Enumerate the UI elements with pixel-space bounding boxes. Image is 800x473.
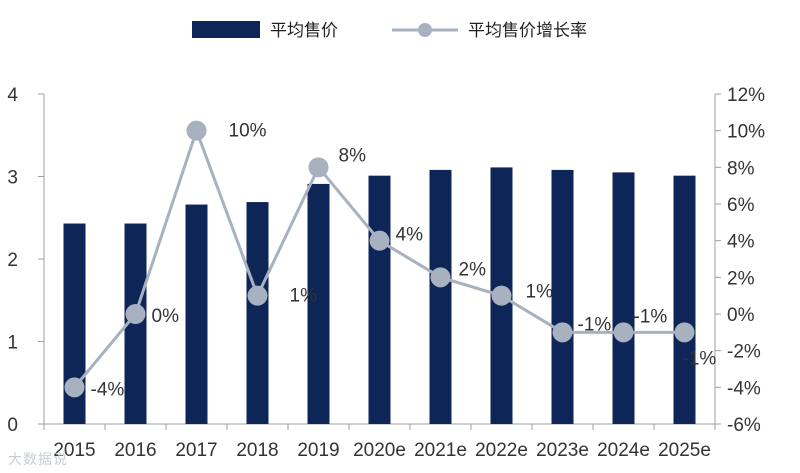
growth-point bbox=[186, 120, 207, 141]
x-tick-label: 2016 bbox=[114, 440, 156, 461]
x-tick-label: 2020e bbox=[353, 440, 406, 461]
bar bbox=[185, 204, 208, 424]
x-tick-label: 2018 bbox=[236, 440, 278, 461]
bar bbox=[307, 183, 330, 424]
legend: 平均售价 平均售价增长率 bbox=[192, 21, 587, 41]
growth-point bbox=[552, 322, 573, 343]
data-label: -4% bbox=[91, 379, 125, 400]
y-right-tick-label: 8% bbox=[727, 158, 755, 179]
growth-point bbox=[430, 267, 451, 288]
data-label: 0% bbox=[152, 306, 180, 327]
growth-point bbox=[369, 230, 390, 251]
y-left-tick-label: 3 bbox=[7, 168, 18, 189]
bar bbox=[246, 202, 269, 424]
y-left-tick-label: 1 bbox=[7, 333, 18, 354]
y-right-tick-label: -4% bbox=[727, 378, 761, 399]
growth-point bbox=[613, 322, 634, 343]
y-right-tick-label: 10% bbox=[727, 122, 765, 143]
bar bbox=[673, 175, 696, 424]
growth-point bbox=[247, 285, 268, 306]
data-labels: -4% 0% 10% 1% 8% 4% 2% 1% -1% -1% -1% bbox=[91, 121, 717, 401]
y-right-tick-label: -6% bbox=[727, 415, 761, 436]
bars bbox=[63, 167, 696, 425]
data-label: 2% bbox=[459, 259, 487, 280]
y-left-tick-label: 4 bbox=[7, 85, 18, 106]
bar bbox=[612, 172, 635, 424]
y-right-tick-label: 2% bbox=[727, 268, 755, 289]
watermark: 大数据说 bbox=[8, 452, 68, 468]
growth-point bbox=[491, 285, 512, 306]
y-left-tick-label: 2 bbox=[7, 250, 18, 271]
growth-line bbox=[64, 120, 695, 398]
axes: 0 1 2 3 4 -6% -4% -2% 0% 2% 4% 6% 8% 10% 12% 2015 2016 20… bbox=[7, 85, 765, 461]
data-label: 1% bbox=[526, 282, 554, 303]
legend-line-marker bbox=[418, 23, 432, 37]
x-tick-label: 2015 bbox=[53, 440, 95, 461]
growth-point bbox=[64, 377, 85, 398]
bar bbox=[63, 223, 86, 424]
data-label: -1% bbox=[578, 314, 612, 335]
x-tick-label: 2017 bbox=[175, 440, 217, 461]
bar bbox=[429, 169, 452, 424]
growth-point bbox=[125, 304, 146, 324]
bar bbox=[368, 175, 391, 424]
x-tick-label: 2025e bbox=[658, 440, 711, 461]
y-right-tick-label: 4% bbox=[727, 232, 755, 253]
y-left-tick-label: 0 bbox=[7, 415, 18, 436]
legend-bar-swatch bbox=[192, 21, 260, 38]
data-label: -1% bbox=[683, 348, 717, 369]
data-label: 1% bbox=[290, 286, 318, 307]
data-label: 8% bbox=[339, 145, 367, 166]
legend-bar-label: 平均售价 bbox=[270, 21, 338, 41]
x-tick-label: 2024e bbox=[597, 440, 650, 461]
data-label: 4% bbox=[396, 225, 424, 246]
x-tick-label: 2023e bbox=[536, 440, 589, 461]
legend-line-label: 平均售价增长率 bbox=[468, 21, 587, 41]
x-tick-label: 2022e bbox=[475, 440, 528, 461]
data-label: 10% bbox=[229, 121, 267, 142]
x-tick-label: 2021e bbox=[414, 440, 467, 461]
y-right-tick-label: 0% bbox=[727, 305, 755, 326]
data-label: -1% bbox=[634, 306, 668, 327]
y-right-tick-label: -2% bbox=[727, 342, 761, 363]
x-tick-label: 2019 bbox=[297, 440, 339, 461]
growth-point bbox=[674, 322, 695, 343]
y-right-tick-label: 12% bbox=[727, 85, 765, 106]
growth-point bbox=[308, 157, 329, 178]
bar bbox=[551, 169, 574, 424]
y-right-tick-label: 6% bbox=[727, 195, 755, 216]
